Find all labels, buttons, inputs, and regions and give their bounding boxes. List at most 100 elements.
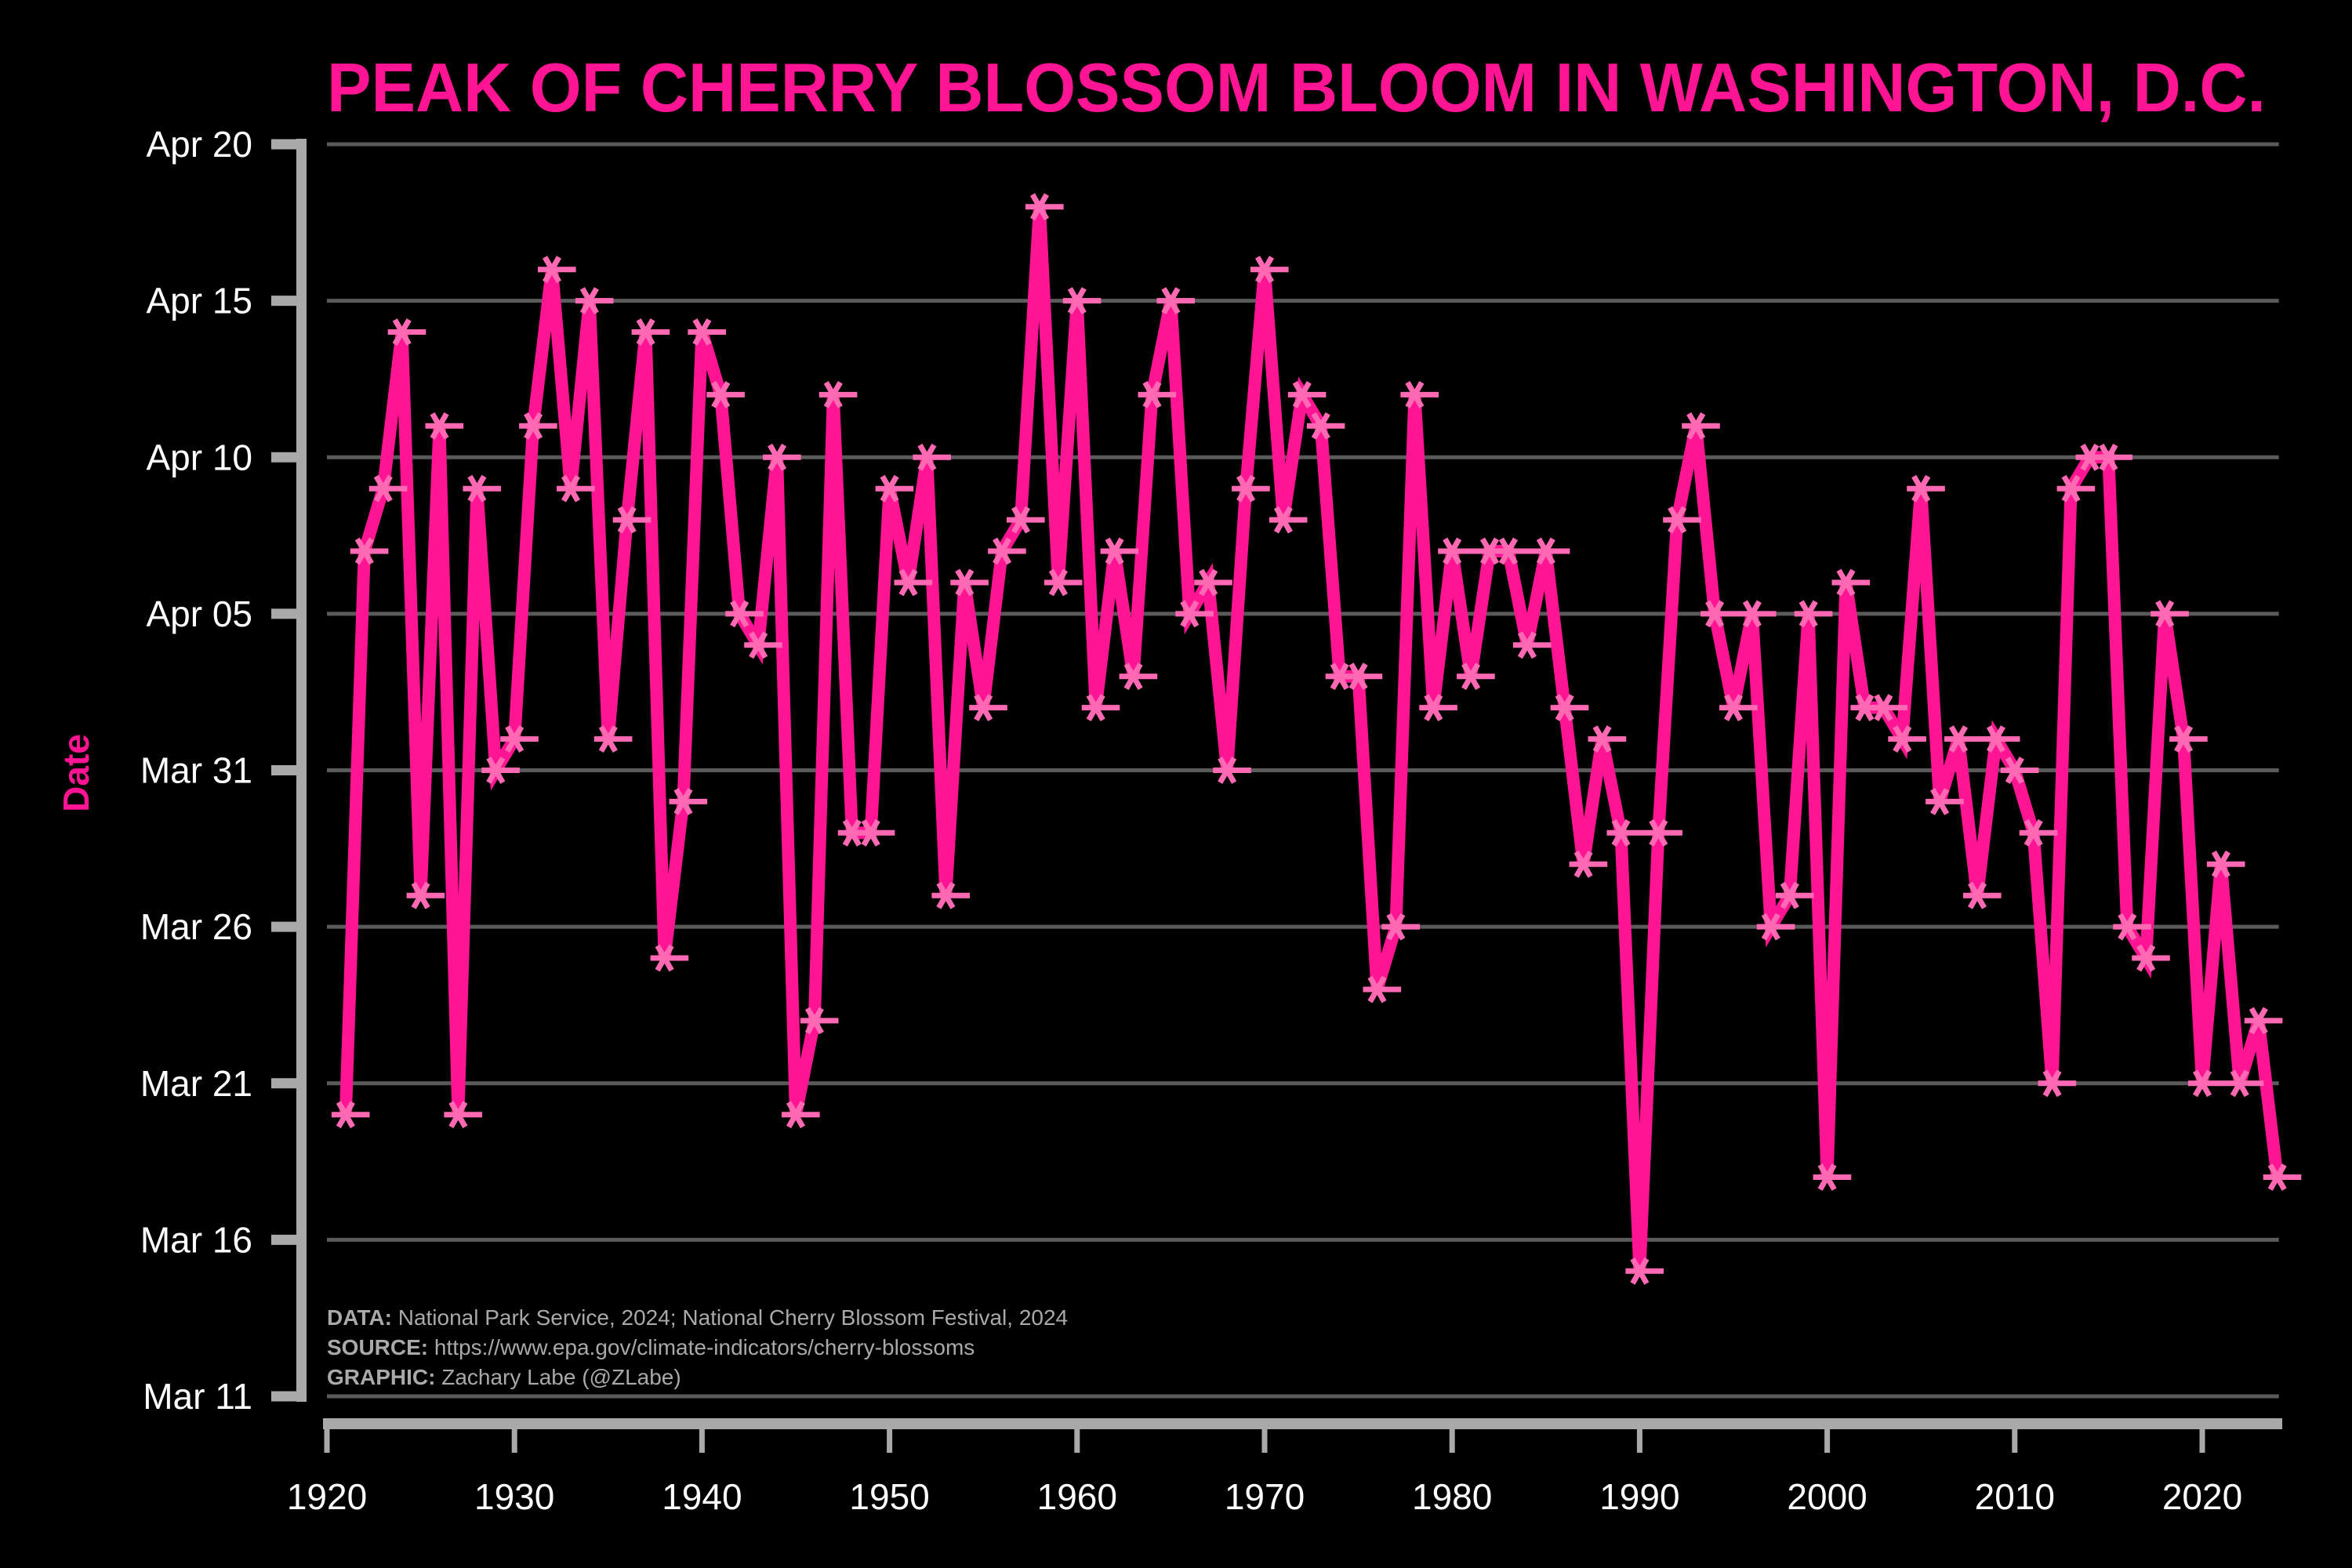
marker-stroke xyxy=(1443,537,1462,565)
marker-stroke xyxy=(1948,725,1969,753)
marker-stroke xyxy=(1498,537,1519,565)
marker-stroke xyxy=(974,694,993,722)
y-tick-label: Apr 15 xyxy=(146,281,252,321)
data-point-marker xyxy=(1512,631,1552,659)
marker-stroke xyxy=(448,1101,468,1129)
data-point-marker xyxy=(1550,694,1589,722)
y-tick-label: Mar 16 xyxy=(140,1219,252,1260)
marker-stroke xyxy=(2042,1069,2062,1098)
marker-stroke xyxy=(1348,662,1368,691)
data-point-marker xyxy=(1494,537,1533,565)
data-point-marker xyxy=(1606,818,1646,847)
marker-stroke xyxy=(373,474,393,503)
marker-stroke xyxy=(1105,537,1124,565)
marker-stroke xyxy=(336,1101,355,1129)
data-point-marker xyxy=(406,881,445,909)
data-point-marker xyxy=(1081,694,1120,722)
data-point-marker xyxy=(669,787,708,815)
data-point-marker xyxy=(2188,1069,2227,1098)
marker-stroke xyxy=(1592,725,1612,753)
marker-stroke xyxy=(655,944,674,972)
data-point-marker xyxy=(782,1101,820,1129)
data-point-marker xyxy=(368,474,408,503)
data-point-marker xyxy=(1007,506,1045,534)
marker-stroke xyxy=(692,318,712,346)
note-graphic-key: GRAPHIC: xyxy=(327,1365,435,1389)
marker-stroke xyxy=(1386,913,1406,941)
x-tick-label: 1980 xyxy=(1412,1476,1492,1517)
marker-stroke xyxy=(1855,694,1875,722)
marker-stroke xyxy=(861,818,880,847)
marker-stroke xyxy=(2099,443,2118,471)
note-graphic-text: Zachary Labe (@ZLabe) xyxy=(435,1365,681,1389)
data-point-marker xyxy=(1250,256,1289,284)
marker-stroke xyxy=(936,881,956,909)
marker-stroke xyxy=(1930,787,1950,815)
marker-stroke xyxy=(2061,474,2081,503)
data-point-marker xyxy=(612,506,652,534)
marker-stroke xyxy=(1780,881,1799,909)
marker-stroke xyxy=(711,380,731,408)
data-point-marker xyxy=(931,881,971,909)
data-point-marker xyxy=(1381,913,1421,941)
data-point-marker xyxy=(1025,193,1064,221)
data-point-marker xyxy=(1869,694,1907,722)
marker-stroke xyxy=(1611,818,1631,847)
marker-stroke xyxy=(2267,1163,2287,1191)
data-point-marker xyxy=(688,318,727,346)
data-point-marker xyxy=(744,631,782,659)
marker-stroke xyxy=(1517,631,1537,659)
data-point-marker xyxy=(1306,412,1345,440)
data-point-marker xyxy=(481,757,520,784)
marker-stroke xyxy=(579,287,599,315)
data-point-marker xyxy=(2056,474,2096,503)
y-tick-label: Mar 26 xyxy=(140,906,252,947)
data-point-marker xyxy=(2225,1069,2264,1098)
note-graphic: GRAPHIC: Zachary Labe (@ZLabe) xyxy=(327,1365,681,1389)
marker-stroke xyxy=(1236,474,1256,503)
data-point-marker xyxy=(2244,1007,2283,1035)
data-point-marker xyxy=(575,287,614,315)
data-point-marker xyxy=(950,568,989,597)
marker-stroke xyxy=(1161,287,1181,315)
marker-stroke xyxy=(880,474,899,503)
data-point-marker xyxy=(969,694,1007,722)
data-point-marker xyxy=(913,443,952,471)
marker-stroke xyxy=(842,818,862,847)
marker-stroke xyxy=(1311,412,1330,440)
data-point-marker xyxy=(1438,537,1476,565)
data-point-marker xyxy=(1213,757,1251,784)
data-point-marker xyxy=(1944,725,1983,753)
data-point-marker xyxy=(1175,600,1214,628)
note-data-key: DATA: xyxy=(327,1305,392,1330)
data-point-marker xyxy=(1119,662,1158,691)
y-tick-label: Mar 31 xyxy=(140,750,252,791)
marker-stroke xyxy=(1479,537,1500,565)
marker-stroke xyxy=(1292,380,1312,408)
marker-stroke xyxy=(1461,662,1481,691)
note-source: SOURCE: https://www.epa.gov/climate-indi… xyxy=(327,1335,975,1359)
data-point-marker xyxy=(519,412,557,440)
note-source-key: SOURCE: xyxy=(327,1335,428,1359)
marker-stroke xyxy=(542,256,562,284)
marker-stroke xyxy=(1817,1163,1837,1191)
data-point-marker xyxy=(875,474,914,503)
marker-stroke xyxy=(1424,694,1443,722)
data-point-marker xyxy=(1831,568,1871,597)
data-point-marker xyxy=(1737,600,1777,628)
marker-stroke xyxy=(598,725,618,753)
data-point-marker xyxy=(1775,881,1814,909)
data-point-marker xyxy=(1813,1163,1852,1191)
marker-stroke xyxy=(524,412,543,440)
marker-stroke xyxy=(1630,1257,1650,1285)
marker-stroke xyxy=(2192,1069,2212,1098)
x-tick-label: 1940 xyxy=(662,1476,742,1517)
data-point-marker xyxy=(1138,380,1177,408)
data-point-marker xyxy=(1926,787,1964,815)
marker-stroke xyxy=(1273,506,1293,534)
marker-stroke xyxy=(1405,380,1425,408)
marker-stroke xyxy=(636,318,655,346)
x-tick-label: 1990 xyxy=(1599,1476,1679,1517)
marker-stroke xyxy=(430,412,449,440)
